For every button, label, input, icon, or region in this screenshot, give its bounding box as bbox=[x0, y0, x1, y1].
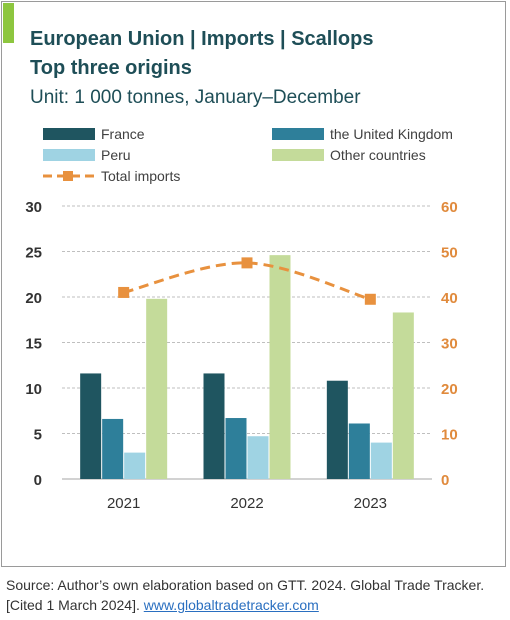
y-left-tick-2: 10 bbox=[25, 381, 42, 398]
chart-title-line2: Top three origins bbox=[30, 57, 192, 79]
bar-2-1 bbox=[247, 436, 269, 479]
source-link[interactable]: www.globaltradetracker.com bbox=[143, 597, 319, 613]
bar-3-1 bbox=[269, 255, 291, 479]
bar-2-0 bbox=[124, 452, 146, 479]
y-left-tick-5: 25 bbox=[25, 245, 42, 262]
legend-swatch-2 bbox=[43, 149, 95, 161]
bar-3-0 bbox=[146, 298, 168, 479]
bar-1-1 bbox=[225, 418, 247, 479]
bar-0-1 bbox=[203, 373, 225, 479]
chart-svg: France the United Kingdom Peru Other countr… bbox=[25, 126, 458, 512]
legend-label-2: Peru bbox=[101, 147, 131, 163]
accent-bar bbox=[3, 3, 14, 43]
y-right-tick-0: 0 bbox=[441, 472, 449, 489]
legend-swatch-0 bbox=[43, 128, 95, 140]
source-note: Source: Author’s own elaboration based o… bbox=[6, 575, 506, 615]
legend-swatch-3 bbox=[272, 149, 324, 161]
y-left-tick-4: 20 bbox=[25, 290, 42, 307]
y-right-tick-5: 50 bbox=[441, 245, 458, 262]
y-left-tick-1: 5 bbox=[34, 427, 42, 444]
y-left-tick-0: 0 bbox=[34, 472, 42, 489]
bar-0-0 bbox=[80, 373, 102, 479]
y-right-tick-4: 40 bbox=[441, 290, 458, 307]
legend-swatch-1 bbox=[272, 128, 324, 140]
legend-label-0: France bbox=[101, 126, 145, 142]
bar-1-0 bbox=[102, 418, 124, 479]
x-tick-0: 2021 bbox=[107, 495, 140, 512]
total-imports-point-2 bbox=[364, 293, 376, 305]
bar-1-2 bbox=[348, 423, 370, 479]
source-text: Source: Author’s own elaboration based o… bbox=[6, 577, 485, 613]
x-tick-1: 2022 bbox=[230, 495, 263, 512]
y-left-tick-3: 15 bbox=[25, 336, 42, 353]
y-right-tick-3: 30 bbox=[441, 336, 458, 353]
y-left-tick-6: 30 bbox=[25, 199, 42, 216]
legend-label-3: Other countries bbox=[330, 147, 426, 163]
y-right-tick-6: 60 bbox=[441, 199, 458, 216]
legend-line-marker bbox=[63, 171, 73, 181]
y-right-tick-1: 10 bbox=[441, 427, 458, 444]
legend-label-1: the United Kingdom bbox=[330, 126, 453, 142]
total-imports-line bbox=[123, 261, 371, 301]
bar-3-2 bbox=[392, 312, 414, 479]
chart-subtitle: Unit: 1 000 tonnes, January–December bbox=[30, 87, 361, 108]
bar-0-2 bbox=[326, 380, 348, 479]
total-imports-point-0 bbox=[118, 286, 130, 298]
bar-2-2 bbox=[370, 442, 392, 479]
legend-label-line: Total imports bbox=[101, 168, 180, 184]
y-right-tick-2: 20 bbox=[441, 381, 458, 398]
chart-title: European Union | Imports | Scallops bbox=[30, 28, 374, 50]
x-tick-2: 2023 bbox=[354, 495, 387, 512]
total-imports-point-1 bbox=[241, 257, 253, 269]
